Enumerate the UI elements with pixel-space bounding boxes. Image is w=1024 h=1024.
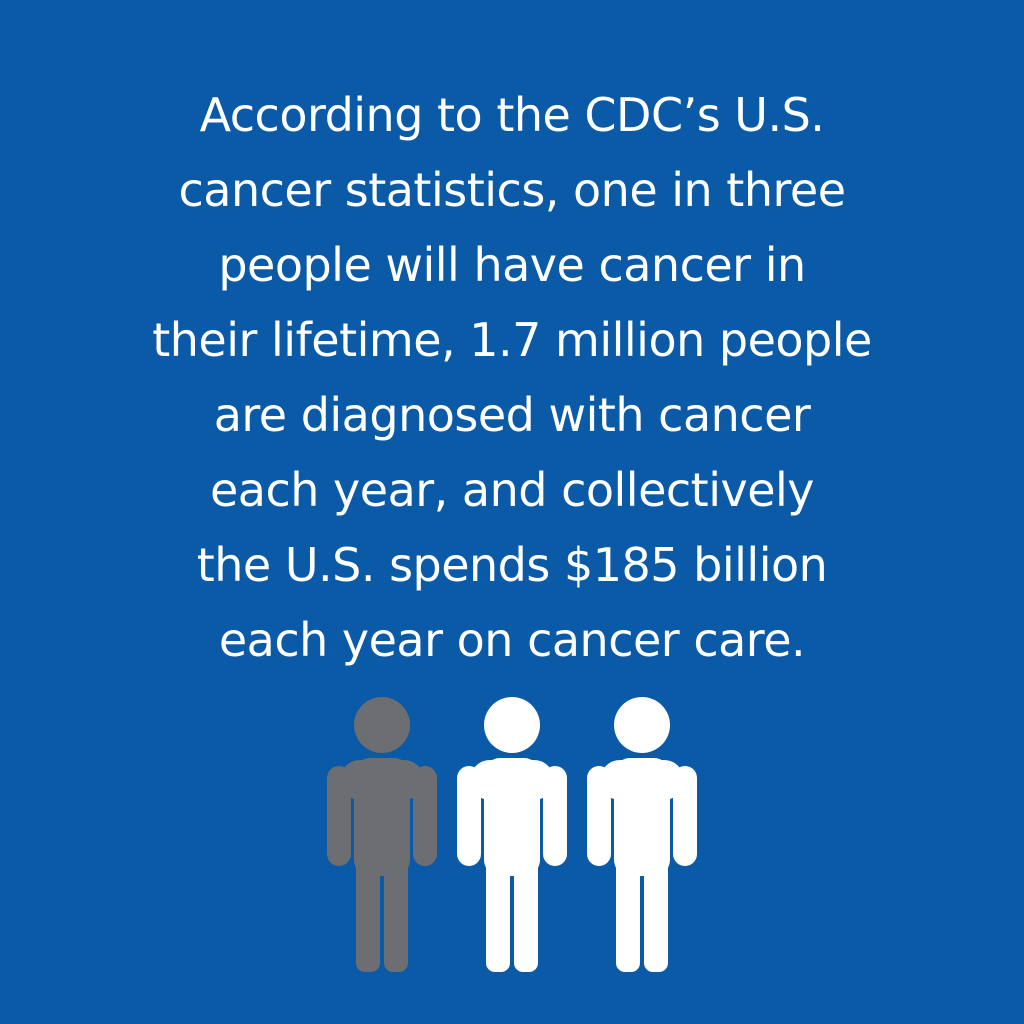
statement-line: the U.S. spends $185 billion	[196, 538, 828, 592]
statement-line: are diagnosed with cancer	[213, 388, 811, 442]
statement-line: their lifetime, 1.7 million people	[152, 313, 872, 367]
statement-line: each year, and collectively	[209, 463, 815, 517]
statement-line: people will have cancer in	[218, 238, 806, 292]
highlighted-person-icon	[322, 696, 442, 976]
people-figures	[322, 696, 702, 976]
statistics-statement: According to the CDC’s U.S. cancer stati…	[60, 78, 964, 678]
person-icon	[582, 696, 702, 976]
statement-line: According to the CDC’s U.S.	[199, 88, 825, 142]
statement-line: each year on cancer care.	[218, 613, 806, 667]
person-icon	[452, 696, 572, 976]
statement-line: cancer statistics, one in three	[178, 163, 846, 217]
